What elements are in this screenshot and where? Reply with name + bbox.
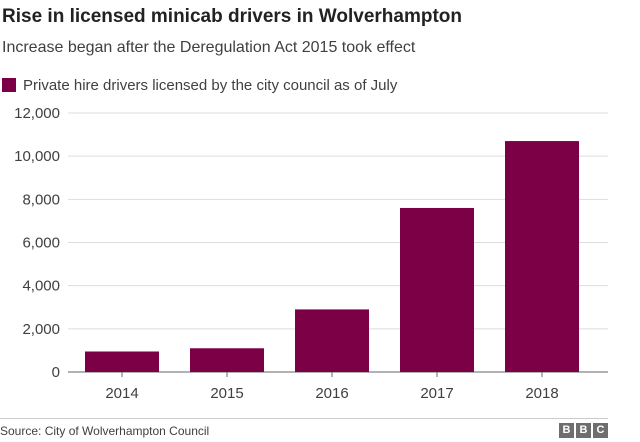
bar [190,348,264,372]
y-tick-label: 4,000 [22,278,60,295]
legend-label: Private hire drivers licensed by the cit… [23,76,398,94]
y-tick-label: 8,000 [22,191,60,208]
bar [400,207,474,372]
y-tick-label: 6,000 [22,235,60,252]
y-tick-label: 10,000 [14,148,60,165]
bar-chart: 0 2,000 4,000 6,000 8,000 10,000 12,000 2014 201… [14,105,608,402]
x-tick-label: 2018 [525,385,558,402]
x-tick-label: 2017 [420,385,453,402]
y-tick-label: 0 [52,364,60,381]
x-tick-label: 2016 [315,385,348,402]
bar [295,309,369,372]
chart-title: Rise in licensed minicab drivers in Wolv… [2,6,462,27]
y-tick-label: 12,000 [14,105,60,122]
bbc-logo: B B C [559,423,608,438]
bbc-logo-letter: B [576,423,591,438]
bar [505,141,579,372]
source-note: Source: City of Wolverhampton Council [0,424,210,438]
x-tick-label: 2015 [210,385,243,402]
bbc-logo-letter: C [593,423,608,438]
bbc-logo-letter: B [559,423,574,438]
x-tick-label: 2014 [105,385,138,402]
legend: Private hire drivers licensed by the cit… [2,76,397,94]
y-tick-label: 2,000 [22,321,60,338]
bar [85,351,159,372]
legend-swatch [2,78,16,92]
chart-subtitle: Increase began after the Deregulation Ac… [2,39,416,56]
footer-divider [0,418,608,419]
